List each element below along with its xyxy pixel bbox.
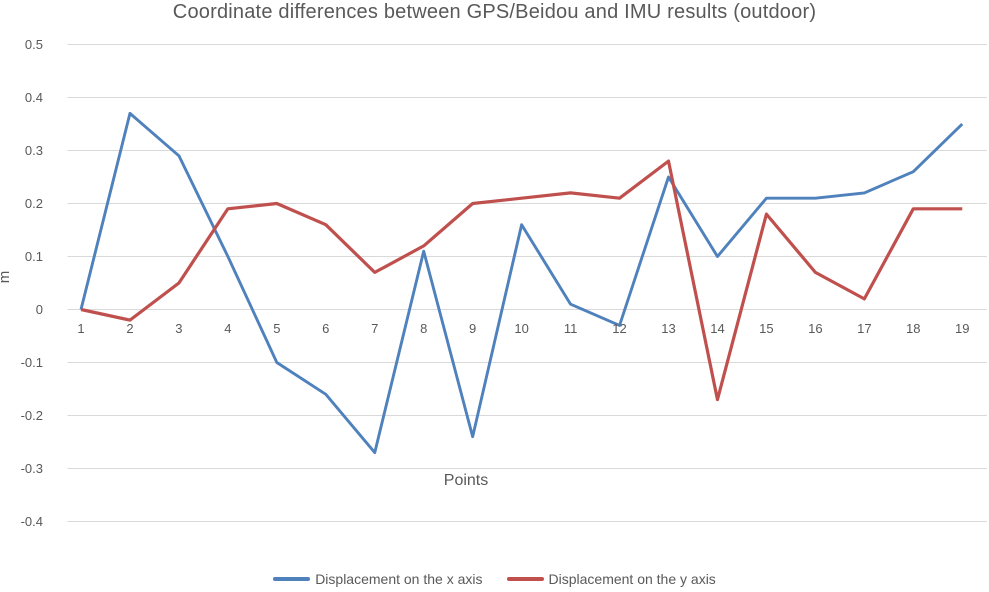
y-tick-label: 0 — [35, 301, 43, 317]
legend-swatch-x-series — [273, 577, 311, 581]
y-tick-label: 0.2 — [24, 195, 43, 211]
x-tick-label: 7 — [371, 321, 379, 336]
x-tick-label: 4 — [224, 321, 232, 336]
y-tick-label: -0.4 — [20, 513, 43, 529]
x-tick-label: 16 — [808, 321, 823, 336]
legend: Displacement on the x axis Displacement … — [0, 571, 989, 587]
x-tick-label: 13 — [661, 321, 676, 336]
y-tick-label: 0.3 — [24, 142, 43, 158]
legend-item-y-series: Displacement on the y axis — [506, 571, 716, 587]
x-tick-label: 18 — [906, 321, 921, 336]
legend-swatch-y-series — [506, 577, 544, 581]
legend-item-x-series: Displacement on the x axis — [273, 571, 483, 587]
y-tick-label: 0.4 — [24, 89, 43, 105]
x-tick-label: 10 — [514, 321, 529, 336]
x-tick-label: 5 — [273, 321, 281, 336]
x-tick-label: 14 — [710, 321, 725, 336]
x-tick-label: 19 — [955, 321, 970, 336]
y-tick-label: 0.5 — [24, 36, 43, 52]
chart-title: Coordinate differences between GPS/Beido… — [172, 1, 817, 23]
y-tick-label: -0.1 — [20, 354, 43, 370]
x-axis-title: Points — [443, 472, 489, 489]
x-tick-label: 9 — [469, 321, 477, 336]
y-tick-label: -0.2 — [20, 407, 43, 423]
legend-label-x-series: Displacement on the x axis — [315, 571, 483, 587]
series-line-x — [79, 111, 964, 455]
x-tick-label: 2 — [126, 321, 134, 336]
x-tick-label: 11 — [563, 321, 578, 336]
y-axis-title: m — [0, 271, 13, 284]
y-tick-label: 0.1 — [24, 248, 43, 264]
x-tick-label: 17 — [857, 321, 872, 336]
x-tick-label: 3 — [175, 321, 183, 336]
x-tick-label: 15 — [759, 321, 774, 336]
x-tick-label: 6 — [322, 321, 330, 336]
legend-label-y-series: Displacement on the y axis — [548, 571, 716, 587]
x-tick-label: 8 — [420, 321, 428, 336]
series-line-y — [80, 159, 963, 402]
x-tick-label: 12 — [612, 321, 627, 336]
x-tick-label: 1 — [77, 321, 85, 336]
y-tick-label: -0.3 — [20, 460, 43, 476]
